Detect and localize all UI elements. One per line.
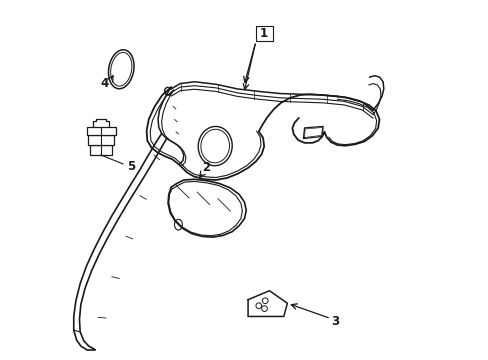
Text: 5: 5 — [126, 160, 135, 173]
Text: 1: 1 — [260, 27, 267, 40]
Bar — [86, 127, 116, 135]
Bar — [88, 135, 114, 145]
Bar — [255, 26, 272, 41]
Text: 4: 4 — [100, 77, 108, 90]
Bar — [90, 145, 112, 155]
Text: 2: 2 — [202, 161, 209, 174]
Text: 3: 3 — [331, 315, 339, 328]
